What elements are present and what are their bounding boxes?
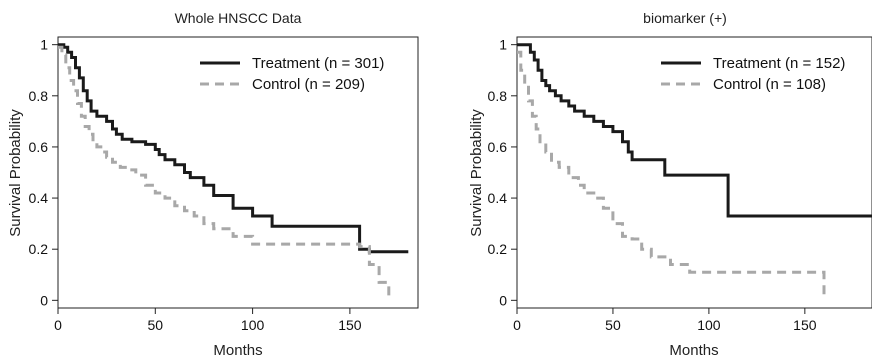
panel1-x-tick-label: 150	[338, 317, 362, 333]
panel2-x-tick-label: 150	[793, 317, 817, 333]
panel2-plot-frame	[516, 36, 872, 309]
panel2-title: biomarker (+)	[643, 10, 727, 26]
panel2-y-tick-label: 0.8	[488, 88, 508, 104]
panel1-title: Whole HNSCC Data	[175, 10, 302, 26]
panel1-x-axis-label: Months	[213, 342, 262, 358]
panel2-y-axis-label: Survival Probability	[468, 109, 485, 237]
panel1-y-axis-label: Survival Probability	[7, 109, 24, 237]
panel2-y-tick-label: 1	[499, 37, 507, 53]
panel2-x-tick-label: 0	[513, 317, 521, 333]
panel2-x-tick-label: 50	[605, 317, 621, 333]
panel2-y-tick-label: 0.6	[488, 139, 508, 155]
panel1-series-control-line	[58, 45, 391, 301]
panel1-x-tick-label: 50	[148, 317, 164, 333]
panel1-y-tick-label: 0.6	[29, 139, 49, 155]
panel2-legend-label-treatment: Treatment (n = 152)	[713, 55, 845, 72]
panel2-y-tick-label: 0.2	[488, 241, 508, 257]
panel1-x-tick-label: 0	[54, 317, 62, 333]
panel2-series-treatment-line	[517, 43, 872, 218]
panel1-x-tick-label: 100	[241, 317, 265, 333]
panel1-plot-frame	[57, 36, 419, 309]
panel1-series-treatment-line	[58, 43, 409, 254]
panel2-x-axis-label: Months	[669, 342, 718, 358]
panel2-series-control-line	[517, 50, 826, 301]
panel2-x-tick-label: 100	[697, 317, 721, 333]
panel1-y-tick-label: 0	[40, 292, 48, 308]
panel1-y-tick-label: 0.2	[29, 241, 49, 257]
panel1-legend-label-control: Control (n = 209)	[252, 76, 365, 93]
panel2-y-tick-label: 0	[499, 292, 507, 308]
panel2-y-tick-label: 0.4	[488, 190, 508, 206]
panel2-legend-label-control: Control (n = 108)	[713, 76, 826, 93]
panel1-legend-label-treatment: Treatment (n = 301)	[252, 55, 384, 72]
panel1-y-tick-label: 0.4	[29, 190, 49, 206]
panel1-y-tick-label: 1	[40, 37, 48, 53]
panel1-y-tick-label: 0.8	[29, 88, 49, 104]
